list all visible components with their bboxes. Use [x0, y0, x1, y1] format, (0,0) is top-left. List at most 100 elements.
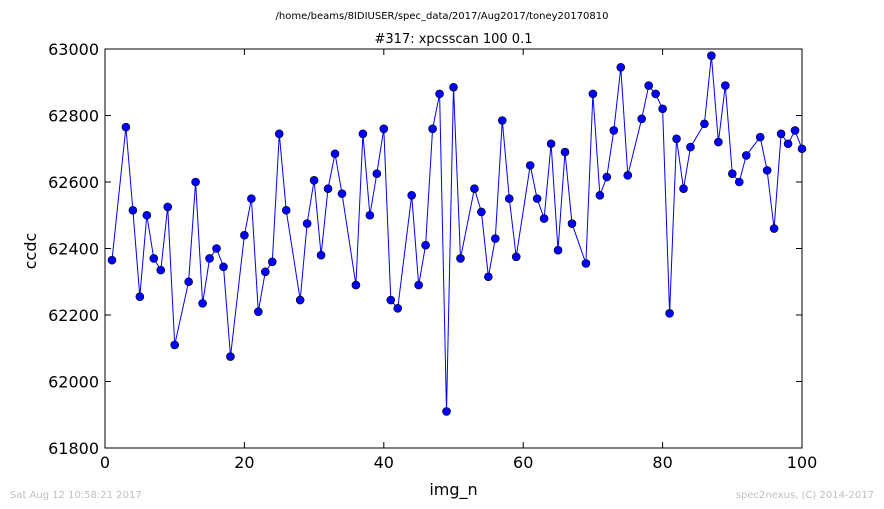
data-point [212, 244, 221, 253]
data-point [393, 304, 403, 313]
data-point [407, 191, 416, 200]
data-point [686, 142, 695, 152]
data-point [665, 309, 674, 318]
plot-area [104, 48, 807, 449]
data-point [644, 81, 653, 90]
footer-timestamp: Sat Aug 12 10:58:21 2017 [10, 490, 142, 501]
data-point [734, 177, 744, 187]
footer-credit: spec2nexus, (C) 2014-2017 [736, 490, 874, 501]
y-axis-label: ccdc [21, 233, 40, 270]
data-point [546, 139, 556, 149]
y-tick-label: 61800 [48, 439, 99, 458]
data-point [525, 161, 535, 170]
data-point [456, 254, 465, 263]
x-axis-label: img_n [429, 480, 477, 500]
series-line [111, 55, 803, 412]
data-point [261, 267, 270, 277]
data-point [121, 122, 131, 132]
x-tick-label: 0 [100, 453, 110, 472]
data-point [428, 124, 437, 134]
data-point [442, 407, 451, 416]
data-point [135, 292, 145, 302]
data-point [184, 277, 193, 287]
y-tick-label: 62000 [48, 373, 99, 392]
data-point [511, 252, 521, 262]
y-tick-label: 62200 [48, 306, 99, 325]
data-point [727, 169, 737, 178]
data-point [351, 280, 361, 290]
data-point [755, 132, 765, 142]
plot-frame [104, 48, 803, 449]
x-tick-label: 100 [787, 453, 818, 472]
data-point [435, 89, 444, 99]
y-tick-label: 62600 [48, 173, 99, 192]
data-point [358, 129, 368, 139]
data-point [714, 137, 723, 147]
x-tick-label: 60 [513, 453, 533, 472]
data-point [142, 210, 152, 220]
data-point [330, 149, 340, 159]
data-point [721, 81, 730, 90]
data-point [484, 272, 493, 282]
data-point [379, 124, 389, 134]
data-point [254, 307, 263, 316]
data-point [337, 189, 347, 198]
data-point [532, 194, 542, 203]
data-point [107, 255, 117, 265]
data-point [309, 176, 319, 185]
data-point [191, 177, 200, 187]
data-point [776, 129, 786, 139]
data-point [449, 82, 458, 92]
data-layer [107, 51, 807, 416]
data-point [128, 205, 138, 215]
data-point [651, 89, 660, 99]
data-point [637, 114, 646, 124]
data-point [219, 262, 228, 272]
data-point [149, 254, 159, 263]
data-point [672, 134, 681, 144]
data-point [553, 245, 563, 255]
x-tick-label: 20 [234, 453, 254, 472]
chart-title: #317: xpcsscan 100 0.1 [375, 32, 533, 47]
data-point [762, 166, 772, 175]
data-point [421, 240, 430, 250]
data-point [700, 119, 709, 129]
data-point [240, 230, 249, 240]
data-point [372, 169, 382, 178]
data-point [504, 194, 514, 203]
data-point [365, 210, 375, 220]
data-point [491, 234, 500, 243]
data-point [539, 214, 549, 223]
data-point [783, 139, 793, 149]
data-point [477, 207, 486, 217]
data-point [316, 250, 326, 260]
x-tick-label: 40 [374, 453, 394, 472]
data-point [679, 184, 688, 193]
data-point [790, 126, 800, 135]
data-point [769, 224, 779, 233]
figure-path-label: /home/beams/8IDIUSER/spec_data/2017/Aug2… [276, 11, 609, 22]
data-point [414, 280, 423, 290]
data-point [274, 129, 284, 139]
y-tick-label: 62800 [48, 107, 99, 126]
data-point [797, 144, 807, 154]
data-point [267, 257, 277, 267]
data-point [247, 194, 256, 203]
data-point [170, 340, 179, 350]
data-point [295, 295, 305, 305]
data-point [163, 202, 173, 212]
data-point [198, 299, 207, 308]
data-point [658, 104, 667, 114]
data-point [156, 265, 166, 275]
data-point [497, 116, 507, 125]
data-point [581, 259, 591, 268]
data-point [623, 171, 633, 180]
data-point [470, 184, 479, 193]
data-point [595, 191, 605, 200]
data-point [707, 51, 716, 60]
ticks-layer: 0 20 40 60 80 100 61800 62000 62200 62400 62600 628… [48, 40, 817, 472]
data-point [281, 205, 291, 215]
data-point [616, 62, 626, 72]
data-point [560, 147, 570, 157]
